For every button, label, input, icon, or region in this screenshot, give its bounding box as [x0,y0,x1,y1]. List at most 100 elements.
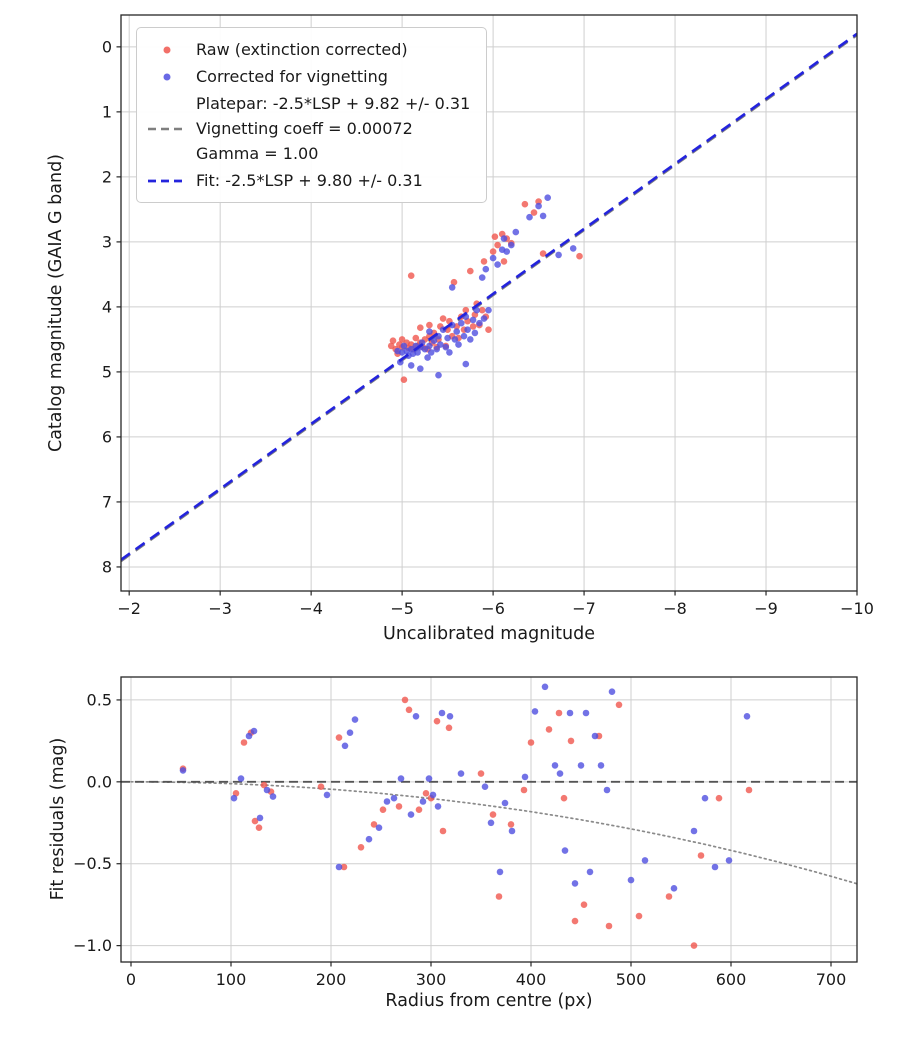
scatter-point [489,254,497,262]
legend-item-fit: Fit: -2.5*LSP + 9.80 +/- 0.31 [146,168,470,193]
scatter-point [482,265,490,273]
x-tick-label: 600 [716,970,747,989]
scatter-point [450,278,458,286]
scatter-point [455,341,462,348]
scatter-point [417,365,424,373]
scatter-point [603,786,611,794]
scatter-series-0 [179,696,753,949]
x-tick-label: −7 [572,599,596,618]
scatter-point [521,200,529,208]
scatter-point [407,362,415,369]
scatter-point [711,863,719,871]
top-xaxis-label: Uncalibrated magnitude [383,624,595,644]
scatter-point [430,337,438,345]
scatter-point [397,775,405,782]
scatter-point [567,737,575,745]
x-tick-label: 400 [516,970,547,989]
tick-marks [116,46,858,596]
scatter-point [439,315,447,322]
scatter-point [508,241,515,249]
legend-label-gamma: Gamma = 1.00 [196,144,319,163]
scatter-point [539,212,547,220]
scatter-point [745,786,753,794]
y-tick-label: 7 [102,492,112,511]
scatter-point [429,791,437,799]
x-tick-label: −10 [840,599,874,618]
scatter-point [701,794,709,802]
scatter-point [560,794,568,802]
scatter-point [398,336,406,343]
scatter-point [471,329,479,337]
scatter-point [690,942,698,949]
scatter-point [491,233,499,240]
x-tick-label: −4 [299,599,323,618]
scatter-point [457,770,465,777]
scatter-point [445,724,453,732]
fit-dashed-line-icon [146,172,188,190]
scatter-point [435,371,442,379]
grid-lines [121,677,857,962]
scatter-point [521,773,529,781]
scatter-point [442,343,450,351]
scatter-point [424,354,431,361]
scatter-point [481,783,489,790]
y-tick-label: 5 [102,362,112,381]
scatter-point [400,342,408,350]
scatter-point [462,360,470,368]
raw-dot-icon [146,41,188,59]
scatter-point [508,827,516,835]
scatter-point [426,321,433,329]
scatter-point [375,824,383,831]
scatter-point [335,734,343,741]
scatter-point [480,258,488,265]
x-tick-label: 200 [316,970,347,989]
scatter-point [317,783,325,790]
scatter-point [627,876,635,884]
scatter-point [539,250,547,257]
top-yaxis-label: Catalog magnitude (GAIA G band) [46,153,66,453]
y-tick-label: −0.5 [73,854,112,873]
legend-item-raw: Raw (extinction corrected) [146,37,470,62]
scatter-point [487,819,495,827]
x-tick-label: 0 [126,970,136,989]
scatter-point [571,917,579,925]
x-tick-label: −8 [663,599,687,618]
tick-marks [116,699,832,967]
y-tick-label: 8 [102,557,112,576]
scatter-point [464,326,471,334]
scatter-point [383,798,391,805]
scatter-point [591,732,599,740]
scatter-point [460,332,468,340]
scatter-point [433,717,441,725]
axes-border [120,14,858,592]
x-tick-label: 300 [416,970,447,989]
scatter-point [458,319,465,327]
scatter-point [555,709,563,717]
y-tick-label: 2 [102,167,112,186]
y-tick-label: 3 [102,232,112,251]
legend-label-platepar-block: Platepar: -2.5*LSP + 9.82 +/- 0.31 Vigne… [196,91,470,166]
x-tick-label: 500 [616,970,647,989]
scatter-point [412,713,420,720]
scatter-point [495,893,503,900]
scatter-point [541,683,549,691]
scatter-point [467,267,474,275]
scatter-point [340,863,348,871]
scatter-point [419,798,427,805]
scatter-point [448,284,456,291]
scatter-point [389,337,397,345]
scatter-point [494,261,501,268]
legend-label-platepar: Platepar: -2.5*LSP + 9.82 +/- 0.31 [196,94,471,113]
scatter-point [608,688,616,695]
scatter-point [405,706,413,714]
scatter-point [501,799,509,807]
scatter-point [512,228,520,236]
scatter-point [507,821,515,828]
fit-line [121,32,857,561]
scatter-point [697,852,705,859]
scatter-point [412,334,420,342]
scatter-point [526,213,533,221]
scatter-series-1 [179,683,751,892]
scatter-point [422,790,430,797]
scatter-point [469,323,477,330]
